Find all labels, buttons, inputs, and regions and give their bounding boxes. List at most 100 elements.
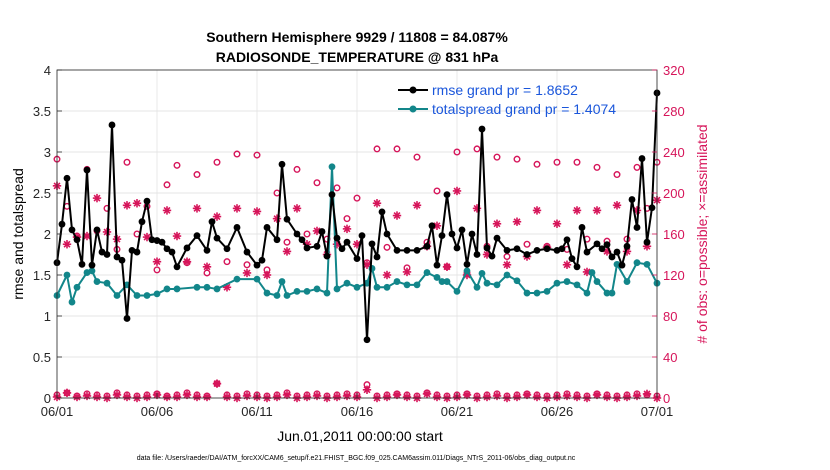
obs-assimilated-marker (212, 379, 222, 388)
totalspread-point (623, 278, 631, 285)
obs-assimilated-marker (162, 392, 172, 402)
y-axis-right-label: # of obs: o=possible; ×=assimilated (694, 124, 710, 343)
rmse-point (433, 261, 441, 269)
rmse-point (413, 247, 421, 254)
totalspread-point (323, 289, 331, 297)
totalspread-point (68, 298, 76, 306)
totalspread-point (213, 285, 221, 293)
obs-assimilated-marker (642, 389, 652, 399)
obs-possible-marker (353, 194, 361, 202)
obs-assimilated-marker (282, 247, 292, 256)
totalspread-point (593, 278, 601, 285)
obs-possible-marker (533, 160, 541, 168)
rmse-point (303, 244, 311, 252)
rmse-point (208, 218, 216, 226)
obs-assimilated-marker (382, 270, 392, 280)
rmse-point (448, 230, 456, 238)
totalspread-point (443, 278, 451, 285)
obs-possible-marker (213, 158, 221, 166)
rmse-point (503, 247, 511, 254)
rmse-point (638, 155, 646, 162)
rmse-point (358, 232, 366, 240)
obs-assimilated-marker (182, 257, 192, 266)
obs-assimilated-marker (72, 392, 82, 402)
obs-assimilated-marker (602, 392, 612, 402)
totalspread-point (563, 278, 571, 285)
y-tick-label-left: 4 (44, 63, 51, 78)
obs-assimilated-marker (92, 193, 102, 203)
rmse-point (258, 256, 266, 264)
totalspread-point (303, 288, 311, 295)
obs-possible-marker (473, 145, 481, 153)
rmse-point (108, 121, 116, 129)
obs-assimilated-marker (422, 389, 432, 399)
rmse-point (88, 261, 96, 269)
rmse-point (373, 253, 381, 261)
obs-assimilated-marker (512, 217, 522, 226)
totalspread-point (263, 289, 271, 297)
y-tick-label-left: 2.5 (33, 186, 51, 201)
rmse-point (263, 224, 271, 231)
x-tick-label: 06/16 (341, 404, 374, 419)
totalspread-point (273, 292, 281, 299)
totalspread-point (643, 260, 651, 268)
totalspread-point (613, 260, 621, 268)
rmse-point (363, 336, 371, 344)
totalspread-point (473, 283, 481, 291)
obs-assimilated-marker (392, 211, 402, 220)
rmse-point (378, 208, 386, 216)
obs-assimilated-marker (412, 201, 422, 210)
totalspread-point (233, 275, 241, 283)
obs-assimilated-marker (432, 392, 442, 402)
rmse-point (168, 248, 176, 256)
obs-possible-marker (303, 230, 311, 238)
obs-possible-marker (293, 165, 301, 173)
rmse-point (423, 242, 431, 250)
obs-possible-marker (233, 150, 241, 158)
obs-possible-marker (153, 266, 161, 274)
y-tick-label-left: 3.5 (33, 104, 51, 119)
obs-assimilated-marker (172, 392, 182, 402)
rmse-point (313, 242, 321, 250)
obs-assimilated-marker (502, 260, 512, 269)
obs-possible-marker (433, 187, 441, 195)
obs-assimilated-marker (572, 392, 582, 402)
totalspread-point (478, 269, 486, 277)
rmse-point (113, 253, 121, 261)
totalspread-point (333, 285, 341, 293)
rmse-point (213, 234, 221, 242)
obs-possible-marker (453, 148, 461, 156)
obs-assimilated-marker (272, 392, 282, 402)
obs-assimilated-marker (152, 257, 162, 266)
rmse-point (463, 260, 471, 268)
totalspread-point (573, 281, 581, 289)
rmse-point (473, 251, 481, 258)
totalspread-point (93, 278, 101, 285)
totalspread-point (493, 281, 501, 289)
rmse-point (123, 315, 131, 322)
obs-assimilated-marker (532, 392, 542, 402)
obs-assimilated-marker (262, 270, 272, 280)
totalspread-point (293, 288, 301, 295)
obs-possible-marker (613, 171, 621, 179)
obs-assimilated-marker (342, 391, 352, 401)
rmse-point (193, 232, 201, 240)
rmse-point (493, 234, 501, 242)
rmse-point (543, 245, 551, 253)
rmse-point (73, 236, 81, 244)
obs-assimilated-marker (182, 390, 192, 400)
x-tick-label: 06/26 (541, 404, 574, 419)
y-tick-label-left: 1 (44, 309, 51, 324)
rmse-point (523, 251, 531, 258)
rmse-point (223, 245, 231, 253)
obs-assimilated-marker (572, 206, 582, 215)
totalspread-point (163, 285, 171, 293)
rmse-point (138, 218, 146, 226)
totalspread-point (193, 283, 201, 291)
rmse-point (338, 245, 346, 253)
totalspread-point (313, 285, 321, 293)
x-axis-label: Jun.01,2011 00:00:00 start (277, 428, 443, 444)
rmse-point (583, 248, 591, 256)
obs-assimilated-marker (432, 221, 442, 230)
